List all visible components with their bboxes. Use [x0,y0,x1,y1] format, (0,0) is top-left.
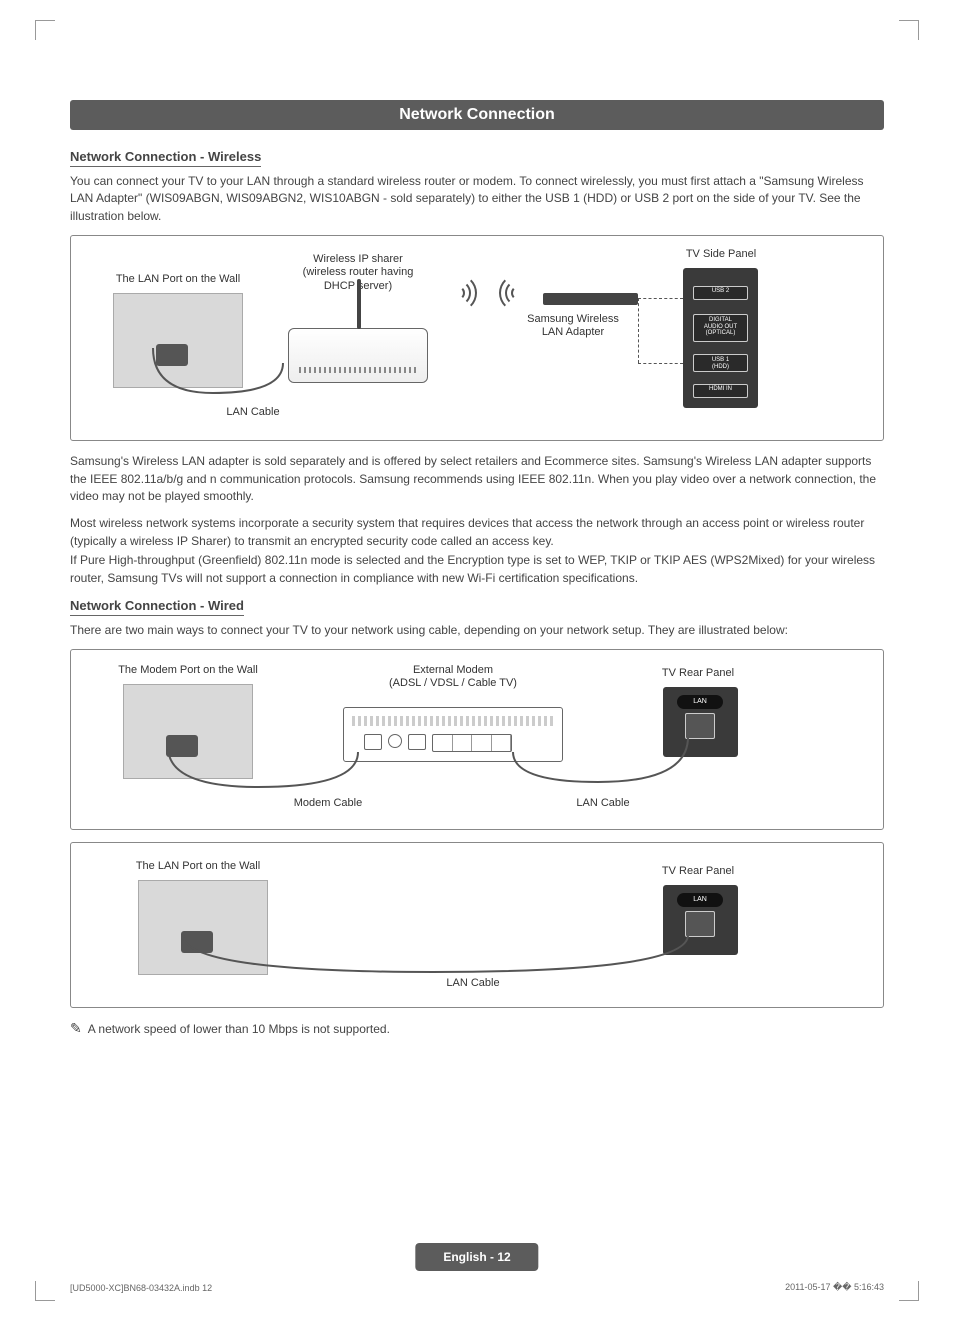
usb1-port: USB 1 (HDD) [693,354,748,372]
router-graphic [288,328,428,383]
lan-cable-label: LAN Cable [543,797,663,810]
note-line: ✎ A network speed of lower than 10 Mbps … [70,1020,884,1037]
cable-dashed-v [638,298,639,363]
tv-side-label: TV Side Panel [671,248,771,261]
note-text: A network speed of lower than 10 Mbps is… [88,1022,390,1036]
tv-rear-label-2: TV Rear Panel [638,865,758,878]
modem-cable-graphic [158,742,368,797]
modem-port-label: The Modem Port on the Wall [103,664,273,677]
wireless-para2: Samsung's Wireless LAN adapter is sold s… [70,453,884,505]
lan-cable-label: LAN Cable [203,406,303,419]
ext-modem-label: External Modem (ADSL / VDSL / Cable TV) [363,664,543,690]
adapter-label: Samsung Wireless LAN Adapter [513,313,633,339]
lan-cable-graphic [173,930,703,985]
wired-intro: There are two main ways to connect your … [70,622,884,639]
radio-waves-in [498,273,538,313]
wireless-para4: If Pure High-throughput (Greenfield) 802… [70,552,884,587]
hdmi-port: HDMI IN [693,384,748,398]
wireless-diagram: The LAN Port on the Wall Wireless IP sha… [70,235,884,441]
lan-badge: LAN [677,893,723,907]
footer-filename: [UD5000-XC]BN68-03432A.indb 12 [70,1283,212,1293]
cable-dashed [638,298,683,299]
tv-side-panel-graphic: USB 2 DIGITAL AUDIO OUT (OPTICAL) USB 1 … [683,268,758,408]
wireless-para3: Most wireless network systems incorporat… [70,515,884,550]
lan-cable-graphic [143,343,293,403]
tv-rear-label: TV Rear Panel [638,667,758,680]
wired-heading: Network Connection - Wired [70,598,244,616]
wireless-heading: Network Connection - Wireless [70,149,261,167]
lan-cable-graphic [503,732,703,792]
wlan-adapter-graphic [543,293,638,305]
audio-out-port: DIGITAL AUDIO OUT (OPTICAL) [693,314,748,342]
note-icon: ✎ [70,1020,82,1037]
section-banner: Network Connection [70,100,884,130]
wireless-intro: You can connect your TV to your LAN thro… [70,173,884,225]
cable-dashed [638,363,683,364]
footer-timestamp: 2011-05-17 �� 5:16:43 [785,1282,884,1293]
radio-waves-out [438,273,478,313]
modem-cable-label: Modem Cable [268,797,388,810]
lan-port-label: The LAN Port on the Wall [108,273,248,286]
lan-port-label-2: The LAN Port on the Wall [113,860,283,873]
wired-diagram-2: The LAN Port on the Wall TV Rear Panel L… [70,842,884,1008]
usb2-port: USB 2 [693,286,748,300]
lan-badge: LAN [677,695,723,709]
page-content: Network Connection Network Connection - … [0,0,954,1321]
wired-diagram-1: The Modem Port on the Wall External Mode… [70,649,884,830]
page-number: English - 12 [415,1243,538,1271]
